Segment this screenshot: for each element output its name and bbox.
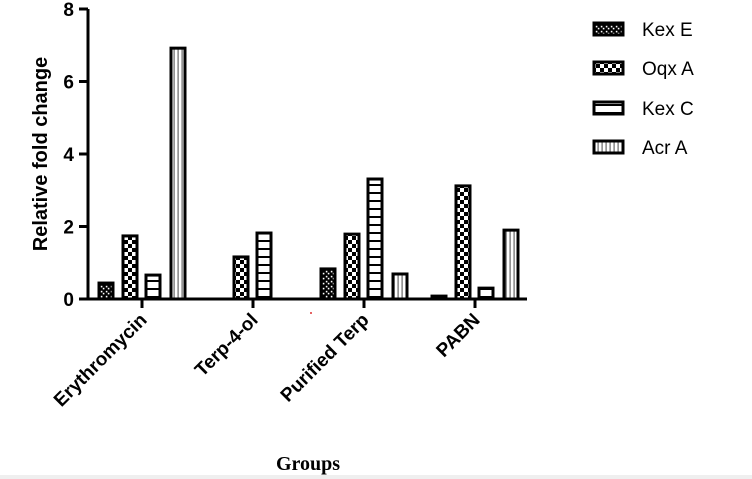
bar-oqx-a-purified-terp bbox=[343, 232, 361, 301]
bar-acr-a-purified-terp bbox=[391, 272, 409, 301]
legend-label: Acr A bbox=[642, 138, 688, 159]
bar-kex-e-erythromycin bbox=[97, 281, 115, 301]
x-tick-labels: Erythromycin Terp-4-ol Purified Terp PABN bbox=[50, 310, 484, 411]
bar-kex-c-erythromycin bbox=[144, 273, 162, 301]
bar-oqx-a-pabn bbox=[454, 184, 472, 301]
y-tick-label: 4 bbox=[63, 145, 74, 166]
y-axis-title: Relative fold change bbox=[30, 57, 52, 252]
bottom-strip bbox=[0, 475, 752, 479]
legend: Kex E Oqx A Kex C Acr A bbox=[592, 20, 694, 159]
y-tick-label: 2 bbox=[63, 218, 74, 239]
bar-oqx-a-erythromycin bbox=[121, 234, 139, 301]
bar-kex-c-terp-4-ol bbox=[255, 231, 273, 301]
legend-swatch-kex-c bbox=[592, 100, 625, 116]
legend-label: Kex C bbox=[642, 99, 694, 120]
legend-swatch-oqx-a bbox=[592, 60, 625, 76]
legend-swatch-acr-a bbox=[592, 139, 625, 155]
y-tick-label: 0 bbox=[63, 290, 74, 311]
bar-kex-c-purified-terp bbox=[366, 177, 384, 301]
artifact-dot bbox=[310, 312, 312, 314]
legend-label: Kex E bbox=[642, 20, 693, 41]
x-tick-label: Purified Terp bbox=[277, 310, 374, 407]
y-tick-label: 6 bbox=[63, 73, 74, 94]
bar-kex-e-pabn bbox=[430, 294, 448, 301]
bar-kex-e-purified-terp bbox=[319, 267, 337, 301]
bar-acr-a-pabn bbox=[502, 228, 520, 301]
bar-kex-c-pabn bbox=[477, 286, 495, 301]
x-tick-label: PABN bbox=[433, 310, 485, 362]
legend-label: Oqx A bbox=[642, 59, 694, 80]
legend-swatch-kex-e bbox=[592, 21, 625, 37]
bar-acr-a-erythromycin bbox=[169, 46, 187, 301]
bar-oqx-a-terp-4-ol bbox=[232, 255, 250, 301]
x-axis-title: Groups bbox=[276, 453, 340, 475]
bars bbox=[97, 46, 520, 301]
x-tick-label: Terp-4-ol bbox=[191, 310, 262, 381]
y-tick-label: 8 bbox=[63, 0, 74, 21]
x-tick-label: Erythromycin bbox=[50, 310, 151, 411]
